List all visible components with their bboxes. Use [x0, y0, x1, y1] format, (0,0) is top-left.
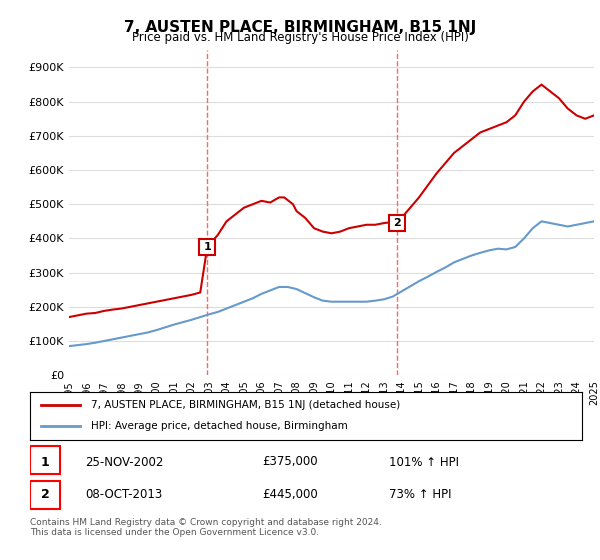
Text: £375,000: £375,000 [262, 455, 317, 469]
Text: 73% ↑ HPI: 73% ↑ HPI [389, 488, 451, 501]
Text: 7, AUSTEN PLACE, BIRMINGHAM, B15 1NJ: 7, AUSTEN PLACE, BIRMINGHAM, B15 1NJ [124, 20, 476, 35]
Text: 2: 2 [394, 218, 401, 228]
Text: Price paid vs. HM Land Registry's House Price Index (HPI): Price paid vs. HM Land Registry's House … [131, 31, 469, 44]
Text: Contains HM Land Registry data © Crown copyright and database right 2024.
This d: Contains HM Land Registry data © Crown c… [30, 518, 382, 538]
FancyBboxPatch shape [30, 446, 61, 474]
Text: 25-NOV-2002: 25-NOV-2002 [85, 455, 164, 469]
Text: 101% ↑ HPI: 101% ↑ HPI [389, 455, 459, 469]
Text: 1: 1 [203, 242, 211, 252]
Text: £445,000: £445,000 [262, 488, 317, 501]
Text: HPI: Average price, detached house, Birmingham: HPI: Average price, detached house, Birm… [91, 421, 347, 431]
FancyBboxPatch shape [30, 481, 61, 509]
Text: 08-OCT-2013: 08-OCT-2013 [85, 488, 163, 501]
Text: 2: 2 [41, 488, 49, 501]
Text: 1: 1 [41, 455, 49, 469]
Text: 7, AUSTEN PLACE, BIRMINGHAM, B15 1NJ (detached house): 7, AUSTEN PLACE, BIRMINGHAM, B15 1NJ (de… [91, 400, 400, 410]
